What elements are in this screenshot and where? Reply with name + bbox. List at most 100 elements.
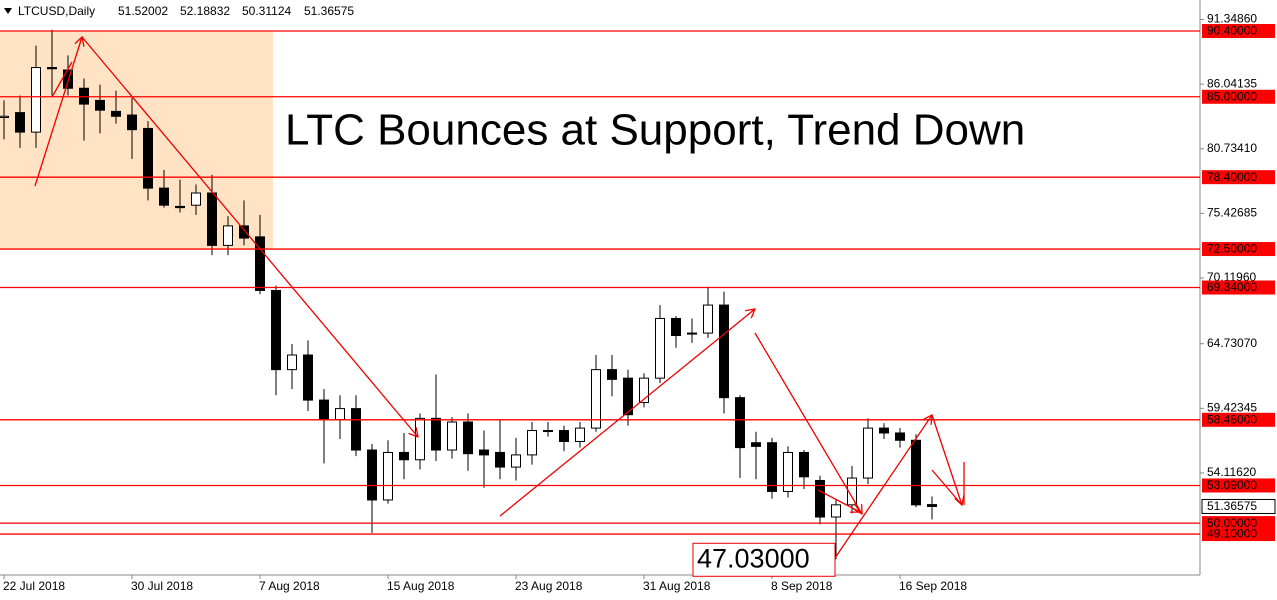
level-label: 72.50000 [1207,242,1257,256]
level-label: 50.00000 [1207,516,1257,530]
candle-body [607,369,617,380]
arrow [34,37,82,187]
y-tick-label: 64.73070 [1207,336,1257,350]
level-label-box [1202,527,1275,542]
level-label: 58.48000 [1207,412,1257,426]
menu-triangle[interactable] [4,8,12,14]
highlight-zone [0,31,273,249]
candle-body [15,112,25,133]
y-tick-label: 75.42685 [1207,206,1257,220]
candle-body [207,192,217,246]
y-tick-label: 91.34860 [1207,12,1257,26]
y-tick-label: 80.73410 [1207,141,1257,155]
candle-body [671,317,681,337]
level-label: 90.40000 [1207,24,1257,38]
arrow [931,414,962,505]
candle-body [879,427,889,434]
level-label-box [1202,24,1275,39]
level-label: 69.34000 [1207,280,1257,294]
candle-body [655,317,665,379]
x-tick-label: 22 Jul 2018 [3,579,65,593]
candle-body [31,67,41,133]
candle-body [351,408,361,451]
candle-body [175,205,185,209]
price-label: 51.36575 [1207,499,1257,513]
arrow [931,469,963,506]
candle-body [543,430,553,433]
candle-body [863,427,873,479]
candle-body [255,236,265,291]
candle-body [191,192,201,206]
level-label-box [1202,516,1275,531]
x-tick-label: 7 Aug 2018 [259,579,320,593]
candle-body [335,408,345,421]
price-label-box [1201,498,1276,514]
y-tick-label: 86.04135 [1207,76,1257,90]
candle-body [463,421,473,455]
arrow [81,36,418,437]
candle-body [783,451,793,492]
level-label: 53.09000 [1207,478,1257,492]
candle-body [223,225,233,246]
candle-body [447,421,457,451]
candle-body [927,504,937,507]
candle-body [287,354,297,371]
candle-body [159,187,169,206]
chart-title: LTC Bounces at Support, Trend Down [285,106,1025,155]
candle-body [319,399,329,421]
level-label-box [1202,478,1275,493]
level-label: 49.10000 [1207,527,1257,541]
candle-body [703,304,713,334]
candle-body [415,417,425,461]
y-tick-label: 59.42345 [1207,400,1257,414]
level-label-box [1202,280,1275,295]
annotation-box [692,542,836,577]
candle-body [47,67,57,70]
candle-body [751,442,761,447]
candle-body [591,369,601,429]
candle-body [127,114,137,131]
x-tick-label: 8 Sep 2018 [771,579,833,593]
candle-body [111,110,121,117]
candle-body [719,304,729,399]
candle-body [479,449,489,456]
candle-body [95,99,105,111]
candle-body [831,504,841,518]
candle-body [143,127,153,189]
level-label-box [1202,412,1275,427]
level-label-box [1202,170,1275,185]
candle-body [623,377,633,416]
candle-body [367,449,377,501]
x-tick-label: 16 Sep 2018 [899,579,967,593]
header-low: 50.31124 [242,4,291,18]
candle-body [0,115,9,118]
x-tick-label: 23 Aug 2018 [515,579,583,593]
candle-body [767,442,777,492]
header-high: 52.18832 [180,4,230,18]
candle-body [271,289,281,371]
candle-body [527,430,537,456]
candle-body [575,427,585,442]
level-label-box [1202,242,1275,257]
x-tick-label: 15 Aug 2018 [387,579,455,593]
level-label: 78.40000 [1207,170,1257,184]
candle-body [511,454,521,468]
x-tick-label: 30 Jul 2018 [131,579,193,593]
level-label: 85.00000 [1207,89,1257,103]
candle-body [895,432,905,441]
candle-body [559,430,569,442]
arrow [51,61,73,98]
header-open: 51.52002 [118,4,168,18]
candle-body [431,417,441,451]
arrow [754,332,862,514]
arrow [499,309,755,517]
candle-body [495,451,505,468]
y-tick-label: 54.11620 [1207,465,1256,479]
candle-body [799,451,809,478]
candle-body [239,225,249,239]
arrow [817,489,860,512]
level-label-box [1202,89,1275,104]
candle-body [815,479,825,518]
